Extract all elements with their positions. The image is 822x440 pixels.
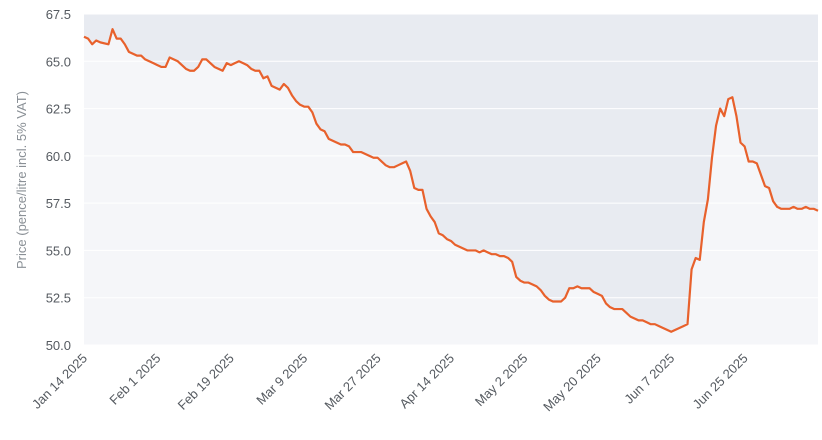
y-axis-label: Price (pence/litre incl. 5% VAT): [14, 91, 29, 269]
gridlines: [84, 13, 818, 346]
y-tick-label: 60.0: [46, 149, 71, 164]
x-tick-label: May 20 2025: [540, 351, 604, 415]
y-tick-label: 65.0: [46, 54, 71, 69]
x-tick-label: Jun 7 2025: [621, 351, 677, 407]
x-tick-label: Feb 19 2025: [175, 351, 237, 413]
y-tick-label: 67.5: [46, 7, 71, 22]
y-tick-label: 62.5: [46, 102, 71, 117]
y-tick-label: 55.0: [46, 243, 71, 258]
x-tick-label: Mar 27 2025: [321, 351, 383, 413]
y-axis-ticks: 50.0 52.5 55.0 57.5 60.0 62.5 65.0 67.5: [46, 7, 71, 353]
price-line: [83, 28, 819, 333]
y-tick-label: 50.0: [46, 338, 71, 353]
y-tick-label: 52.5: [46, 291, 71, 306]
x-tick-label: Jun 25 2025: [690, 351, 751, 412]
x-axis-ticks: Jan 14 2025 Feb 1 2025 Feb 19 2025 Mar 9 20…: [29, 351, 751, 415]
x-tick-label: Mar 9 2025: [253, 351, 310, 408]
x-tick-label: May 2 2025: [472, 351, 531, 410]
x-tick-label: Apr 14 2025: [396, 351, 457, 412]
y-tick-label: 57.5: [46, 196, 71, 211]
x-tick-label: Jan 14 2025: [29, 351, 90, 412]
x-tick-label: Feb 1 2025: [106, 351, 163, 408]
